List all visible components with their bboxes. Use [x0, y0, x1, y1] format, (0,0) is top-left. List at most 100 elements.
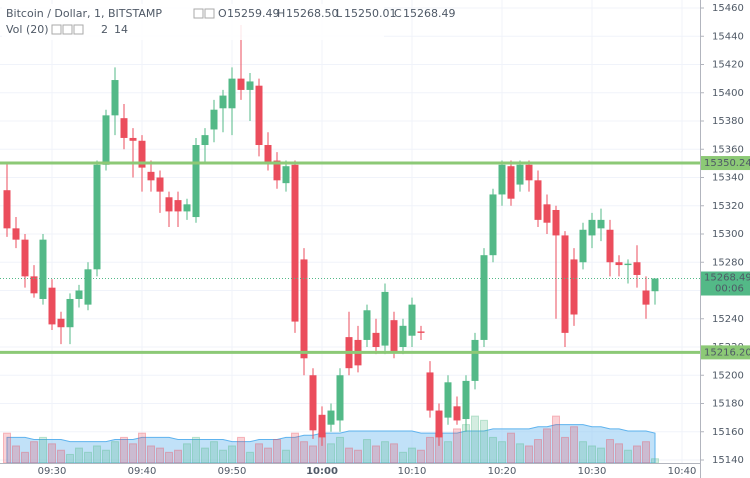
volume-bar — [417, 449, 425, 464]
countdown: 00:06 — [715, 284, 744, 295]
candle-body — [327, 410, 335, 425]
level-label-box — [701, 345, 750, 360]
candle-body — [120, 118, 128, 138]
y-tick-label: 15360 — [712, 144, 744, 155]
candle-body — [282, 166, 290, 184]
volume-bar — [633, 445, 641, 464]
icon[interactable] — [193, 8, 204, 19]
candle-body — [228, 78, 236, 109]
current-price-box — [701, 271, 750, 296]
candle-body — [12, 228, 20, 240]
open-value: 15259.49 — [227, 7, 280, 20]
candle-body — [417, 331, 425, 333]
candle-body — [372, 332, 380, 347]
icon[interactable] — [51, 24, 62, 35]
candle-body — [102, 115, 110, 165]
candle-body — [93, 164, 101, 270]
x-tick-label: 09:40 — [128, 466, 157, 477]
volume-ma-area — [6, 424, 656, 464]
volume-label: Vol (20) — [6, 23, 49, 36]
candle-body — [66, 298, 74, 328]
candle-body — [192, 145, 200, 218]
volume-bar — [30, 441, 38, 464]
candle-body — [291, 164, 299, 322]
volume-bar — [489, 436, 497, 464]
candle-body — [435, 410, 443, 438]
y-tick-label: 15320 — [712, 201, 744, 212]
icon[interactable] — [62, 24, 73, 35]
candle-body — [525, 164, 533, 181]
candle-body — [507, 166, 515, 199]
candle-body — [309, 375, 317, 431]
volume-bar — [606, 439, 614, 464]
close-value: 15268.49 — [403, 7, 456, 20]
candle-body — [363, 310, 371, 340]
volume-bar — [120, 436, 128, 464]
candle-body — [219, 95, 227, 109]
y-tick-label: 15440 — [712, 31, 744, 42]
volume-bar — [39, 436, 47, 464]
volume-bar — [300, 441, 308, 464]
candle-body — [552, 209, 560, 236]
candle-body — [300, 259, 308, 359]
level-label: 15350.24 — [704, 158, 750, 169]
volume-bar — [408, 447, 416, 464]
volume-bar — [516, 443, 524, 464]
volume-bar — [156, 447, 164, 464]
y-tick-label: 15300 — [712, 229, 744, 240]
y-tick-label: 15140 — [712, 455, 744, 466]
volume-bar — [345, 447, 353, 464]
volume-bar — [75, 447, 83, 464]
volume-bar — [399, 451, 407, 464]
volume-bar — [624, 449, 632, 464]
candle-body — [462, 380, 470, 420]
high-value: 15268.50 — [286, 7, 339, 20]
candle-body — [30, 276, 38, 294]
candle-body — [426, 372, 434, 411]
candle-body — [651, 278, 659, 292]
candle-body — [624, 263, 632, 266]
candle-body — [237, 78, 245, 90]
open-label: O — [218, 7, 227, 20]
candle-body — [21, 239, 29, 277]
volume-bar — [363, 439, 371, 464]
candle-body — [156, 177, 164, 192]
icon[interactable] — [73, 24, 84, 35]
volume-bar — [102, 449, 110, 464]
volume-bar — [93, 445, 101, 464]
plot-area — [0, 0, 700, 464]
volume-bar — [327, 443, 335, 464]
volume-bar — [219, 449, 227, 464]
volume-bar — [201, 447, 209, 464]
candle-body — [615, 262, 623, 266]
volume-bar — [615, 443, 623, 464]
candle-body — [165, 197, 173, 212]
low-value: 15250.01 — [344, 7, 397, 20]
volume-bar — [309, 445, 317, 464]
candle-body — [57, 318, 65, 328]
candle-body — [111, 80, 119, 116]
volume-value: 2 — [101, 23, 108, 36]
candle-body — [633, 262, 641, 275]
candle-body — [129, 137, 137, 141]
volume-bar — [336, 436, 344, 464]
icon[interactable] — [204, 8, 215, 19]
volume-bar — [246, 451, 254, 464]
volume-bar — [21, 451, 29, 464]
volume-bar — [498, 441, 506, 464]
volume-bar — [426, 436, 434, 464]
title: Bitcoin / Dollar, 1, BITSTAMP — [6, 7, 162, 20]
volume-bar — [642, 441, 650, 464]
volume-bar — [48, 443, 56, 464]
volume-bar — [3, 432, 11, 464]
volume-bar — [579, 441, 587, 464]
candle-body — [561, 235, 569, 333]
candle-body — [597, 219, 605, 229]
volume-bar — [138, 432, 146, 464]
axes: 1514015160151801520015220152401526015280… — [38, 3, 750, 477]
volume-bar — [129, 443, 137, 464]
candle-body — [183, 204, 191, 212]
candle-body — [480, 255, 488, 340]
